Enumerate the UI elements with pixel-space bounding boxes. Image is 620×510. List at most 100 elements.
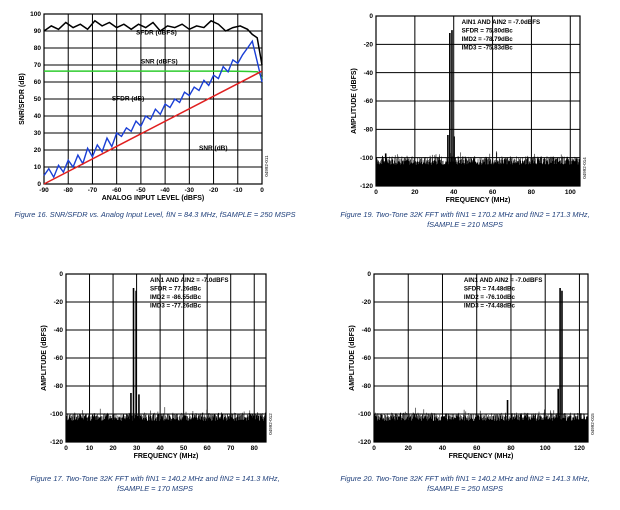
figure-19-caption: Figure 19. Two-Tone 32K FFT with fIN1 = …	[310, 210, 620, 230]
fft-annotation-line: AIN1 AND AIN2 = -7.0dBFS	[150, 277, 228, 284]
caption-line-1: Figure 19. Two-Tone 32K FFT with fIN1 = …	[340, 210, 590, 219]
y-tick-label: 60	[34, 79, 42, 86]
fft-annotation-line: IMD3 = -75.83dBc	[462, 45, 514, 52]
x-tick-label: 120	[574, 445, 585, 452]
x-tick-label: 80	[507, 445, 515, 452]
y-tick-label: 0	[59, 271, 63, 278]
y-tick-label: 10	[34, 164, 42, 171]
x-tick-label: 100	[540, 445, 551, 452]
y-tick-label: -40	[362, 327, 372, 334]
fft-fig19-panel: 0 20 40 60 80 100 -120 -100 -80 -60 -40 -20 0 FREQUEN…	[310, 0, 620, 245]
fft-fig20-chart: 0 20 40 60 80 100 120 -120 -100 -80 -60 -40 -20 0 FREQ…	[349, 271, 595, 460]
y-tick-label: -80	[54, 383, 64, 390]
y-tick-label: -100	[358, 411, 371, 418]
caption-line-2: fSAMPLE = 250 MSPS	[427, 484, 503, 493]
x-axis-label: FREQUENCY (MHz)	[446, 197, 511, 204]
y-tick-label: 100	[30, 11, 41, 18]
y-tick-label: -20	[364, 42, 374, 49]
figure-code-id: 04992-015	[590, 413, 595, 435]
figure-17-caption: Figure 17. Two-Tone 32K FFT with fIN1 = …	[0, 474, 310, 494]
fft-fig20-panel: 0 20 40 60 80 100 120 -120 -100 -80 -60 -40 -20 0 FREQ…	[310, 260, 620, 510]
y-tick-label: 0	[37, 181, 41, 188]
y-tick-label: 40	[34, 113, 42, 120]
fft-annotation-line: IMD2 = -78.79dBc	[462, 36, 514, 43]
x-tick-label: 80	[251, 445, 259, 452]
y-tick-label: -60	[362, 355, 372, 362]
y-tick-label: -60	[364, 98, 374, 105]
y-tick-label: -100	[360, 155, 373, 162]
x-tick-label: 0	[374, 189, 378, 196]
y-tick-label: -20	[362, 299, 372, 306]
x-tick-label: 20	[411, 189, 419, 196]
x-axis-label: FREQUENCY (MHz)	[449, 453, 514, 460]
fft-annotation-line: IMD2 = -86.55dBc	[150, 294, 202, 301]
x-tick-label: 40	[439, 445, 447, 452]
x-tick-label: 70	[227, 445, 235, 452]
figure-code-id: 04992-012	[268, 413, 273, 435]
x-tick-label: -60	[112, 187, 122, 194]
caption-line-2: fSAMPLE = 210 MSPS	[427, 220, 503, 229]
y-axis-label: AMPLITUDE (dBFS)	[349, 325, 356, 391]
x-tick-label: 40	[450, 189, 458, 196]
x-axis-label: ANALOG INPUT LEVEL (dBFS)	[102, 195, 205, 202]
fft-annotation-line: SFDR = 74.48dBc	[464, 286, 516, 293]
fft-annotation-line: SFDR = 77.26dBc	[150, 286, 202, 293]
x-tick-label: 0	[372, 445, 376, 452]
y-tick-label: 30	[34, 130, 42, 137]
caption-line-1: Figure 17. Two-Tone 32K FFT with fIN1 = …	[30, 474, 280, 483]
fft-annotation-line: IMD2 = -76.10dBc	[464, 294, 516, 301]
x-tick-label: 20	[109, 445, 117, 452]
fft-noise-trace	[375, 151, 581, 186]
snr-sfdr-chart-panel: -90 -80 -70 -60 -50 -40 -30 -20 -10 0 0 10 20 30 40 50 6…	[0, 0, 310, 240]
y-tick-label: -120	[358, 439, 371, 446]
x-tick-label: -90	[39, 187, 49, 194]
x-tick-label: -70	[88, 187, 98, 194]
caption-line-1: Figure 16. SNR/SFDR vs. Analog Input Lev…	[14, 210, 296, 219]
x-tick-label: 0	[260, 187, 264, 194]
fft-annotation-line: IMD3 = -74.48dBc	[464, 303, 516, 310]
fft-annotation-line: AIN1 AND AIN2 = -7.0dBFS	[464, 277, 542, 284]
fft-annotation-line: IMD3 = -77.26dBc	[150, 303, 202, 310]
x-tick-label: -50	[136, 187, 146, 194]
x-tick-label: 40	[157, 445, 165, 452]
y-tick-label: -60	[54, 355, 64, 362]
x-tick-label: 0	[64, 445, 68, 452]
y-tick-label: -80	[362, 383, 372, 390]
y-tick-label: 0	[367, 271, 371, 278]
x-tick-label: 20	[405, 445, 413, 452]
figure-20-caption: Figure 20. Two-Tone 32K FFT with fIN1 = …	[310, 474, 620, 494]
y-tick-label: 0	[369, 13, 373, 20]
y-tick-label: 70	[34, 62, 42, 69]
fft-fig17-chart: 0 10 20 30 40 50 60 70 80 -120 -100 -80 -60 -40 -20 0 FR…	[41, 271, 273, 460]
y-tick-label: -80	[364, 127, 374, 134]
fft-fig19-chart: 0 20 40 60 80 100 -120 -100 -80 -60 -40 -20 0 FREQUEN…	[351, 13, 587, 204]
series-label: SNR (dBFS)	[141, 58, 178, 65]
fft-annotation-line: AIN1 AND AIN2 = -7.0dBFS	[462, 19, 540, 26]
x-tick-label: 60	[204, 445, 212, 452]
fft-fig17-panel: 0 10 20 30 40 50 60 70 80 -120 -100 -80 -60 -40 -20 0 FR…	[0, 260, 310, 510]
figure-code-id: 04992-011	[264, 155, 269, 177]
series-line	[44, 70, 263, 79]
x-tick-label: 10	[86, 445, 94, 452]
y-tick-label: -20	[54, 299, 64, 306]
x-tick-label: 60	[473, 445, 481, 452]
x-tick-label: -40	[160, 187, 170, 194]
x-tick-label: 80	[528, 189, 536, 196]
y-tick-label: 80	[34, 45, 42, 52]
x-axis-label: FREQUENCY (MHz)	[134, 453, 199, 460]
caption-line-2: fSAMPLE = 170 MSPS	[117, 484, 193, 493]
fft-noise-trace	[373, 407, 589, 442]
y-tick-label: 50	[34, 96, 42, 103]
snr-sfdr-chart: -90 -80 -70 -60 -50 -40 -30 -20 -10 0 0 10 20 30 40 50 6…	[19, 11, 269, 202]
y-axis-label: AMPLITUDE (dBFS)	[41, 325, 48, 391]
series-line	[43, 39, 263, 179]
y-tick-label: -40	[364, 70, 374, 77]
y-axis-label: AMPLITUDE (dBFS)	[351, 68, 358, 134]
x-tick-label: 60	[489, 189, 497, 196]
y-tick-label: 90	[34, 28, 42, 35]
x-tick-label: 30	[133, 445, 141, 452]
x-tick-label: -30	[185, 187, 195, 194]
x-tick-label: -10	[233, 187, 243, 194]
x-tick-label: -80	[64, 187, 74, 194]
figure-code-id: 04992-014	[582, 157, 587, 179]
